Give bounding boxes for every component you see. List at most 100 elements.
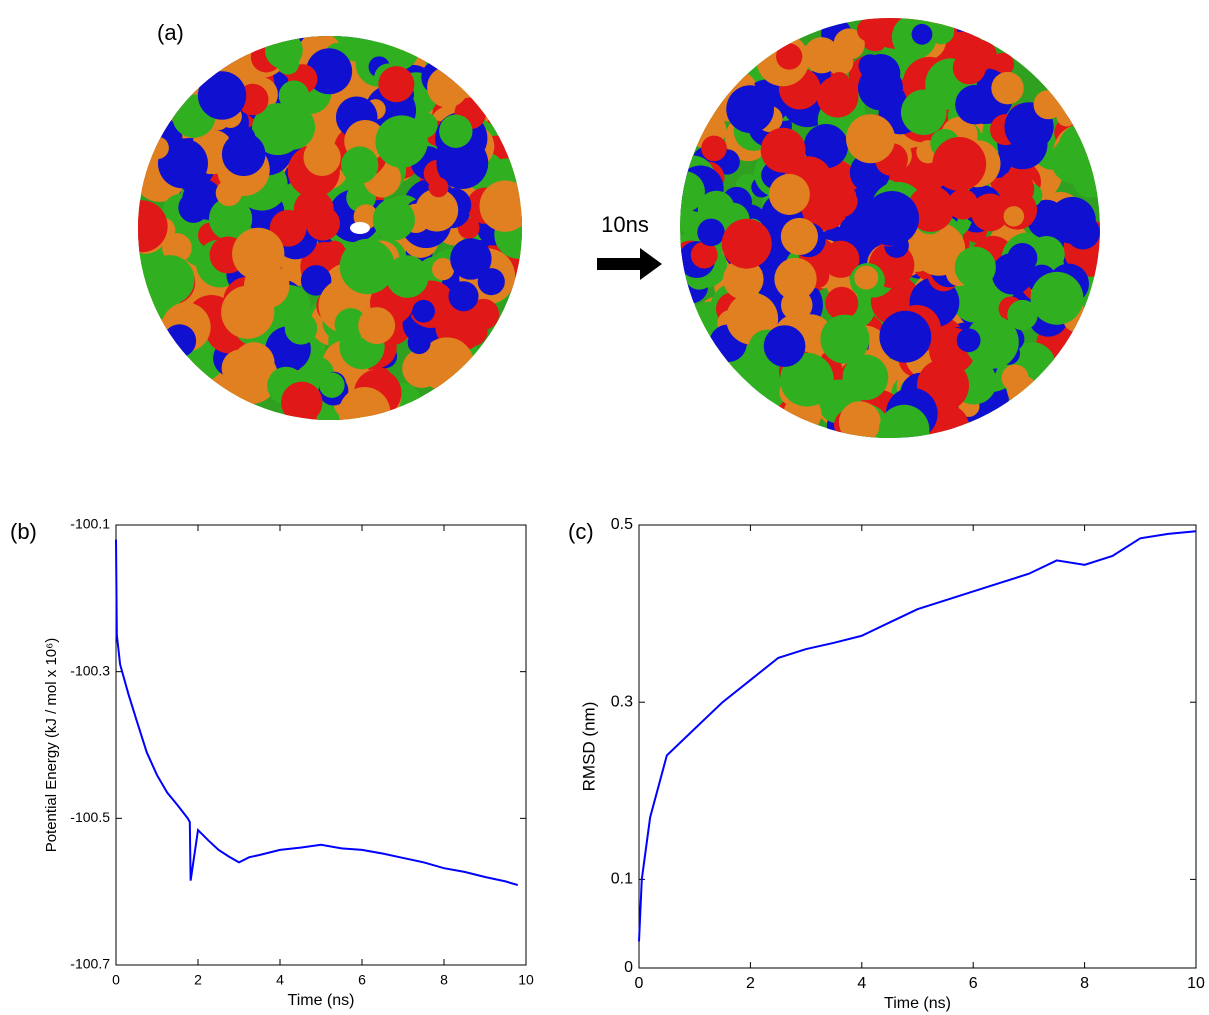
capsid-blob xyxy=(760,127,806,173)
x-tick-label: 6 xyxy=(969,975,978,992)
x-tick-label: 0 xyxy=(112,972,120,988)
capsid-blob xyxy=(432,258,455,281)
capsid-blob xyxy=(780,217,819,256)
capsid-blob xyxy=(427,66,469,108)
capsid-blob xyxy=(278,80,310,111)
capsid-blob xyxy=(776,43,803,70)
x-axis-label: Time (ns) xyxy=(288,992,355,1009)
capsid-blob xyxy=(334,308,368,341)
capsid-blob xyxy=(701,135,727,162)
capsid-blob xyxy=(407,331,431,355)
capsid-blob xyxy=(1048,196,1096,244)
capsid-blob xyxy=(436,137,489,190)
capsid-blob xyxy=(911,23,933,45)
capsid-blob xyxy=(779,352,834,407)
capsid-blob xyxy=(1028,236,1065,273)
capsid-pore xyxy=(350,222,370,234)
capsid-blob xyxy=(372,198,415,241)
capsid-blob xyxy=(305,206,340,241)
capsid-blob xyxy=(954,246,996,288)
data-line xyxy=(638,530,1197,942)
capsid-blob xyxy=(284,312,318,345)
capsid-blob xyxy=(281,381,323,420)
capsid-blob xyxy=(879,310,932,363)
capsid-blob xyxy=(838,401,881,438)
capsid-blob xyxy=(825,286,859,320)
capsid-blob xyxy=(450,238,492,280)
capsid-blob xyxy=(491,190,518,218)
y-tick-label: 0.5 xyxy=(611,516,633,533)
y-tick-label: -100.3 xyxy=(70,662,110,678)
capsid-blob xyxy=(854,265,879,290)
capsid-blob xyxy=(833,28,865,60)
capsid-blob xyxy=(1007,299,1038,331)
panel-label: (c) xyxy=(568,519,594,544)
x-tick-label: 8 xyxy=(1080,975,1089,992)
capsid-blob xyxy=(412,299,435,323)
capsid-blob xyxy=(378,66,415,103)
capsid-blob xyxy=(938,365,959,386)
capsid-blob xyxy=(273,218,296,240)
capsid-blob xyxy=(839,215,869,246)
y-tick-label: -100.5 xyxy=(70,809,110,825)
capsid-blob xyxy=(816,75,859,118)
capsid-blob xyxy=(197,71,247,120)
panel-label: (a) xyxy=(157,20,184,45)
capsid-blob xyxy=(721,218,772,269)
capsid-blob xyxy=(803,123,849,169)
capsid-blob xyxy=(300,265,332,296)
capsid-blob xyxy=(861,54,901,94)
capsid-blob xyxy=(269,104,316,150)
capsid-blob xyxy=(774,257,817,301)
capsid-blob xyxy=(448,281,479,312)
capsid-blob xyxy=(386,255,429,298)
capsid-blob xyxy=(208,197,253,241)
capsid-blob xyxy=(697,218,725,247)
capsid-blob xyxy=(181,165,202,186)
y-tick-label: 0 xyxy=(624,959,633,976)
capsid-blob xyxy=(221,132,266,177)
capsid-blob xyxy=(215,179,242,207)
capsid-blob xyxy=(900,89,947,135)
capsid-blob xyxy=(313,52,340,79)
capsid-blob xyxy=(803,37,840,74)
y-tick-label: -100.7 xyxy=(70,956,110,972)
capsid-blob xyxy=(842,354,889,401)
x-tick-label: 4 xyxy=(276,972,284,988)
capsid-blob xyxy=(811,173,843,205)
arrow xyxy=(597,248,662,280)
capsid-blob xyxy=(375,115,428,168)
capsid-blob xyxy=(965,315,1019,369)
y-axis-label: Potential Energy (kJ / mol x 10⁶) xyxy=(43,638,60,853)
x-tick-label: 2 xyxy=(194,972,202,988)
x-tick-label: 0 xyxy=(635,975,644,992)
capsid-blob xyxy=(864,191,920,246)
y-tick-label: 0.1 xyxy=(611,871,633,888)
capsid-blob xyxy=(820,314,870,364)
capsid-blob xyxy=(323,240,346,263)
capsid-blob xyxy=(413,352,448,387)
capsid-blob xyxy=(428,177,449,198)
capsid-blob xyxy=(339,238,395,295)
panel-label: (b) xyxy=(10,519,37,544)
x-tick-label: 2 xyxy=(746,975,755,992)
capsid-blob xyxy=(932,137,987,191)
capsid-blob xyxy=(727,304,757,334)
x-tick-label: 10 xyxy=(518,972,534,988)
capsid-blob xyxy=(341,146,379,184)
capsid-blob xyxy=(221,285,275,339)
capsid-blob xyxy=(468,298,500,330)
capsid-blob xyxy=(319,372,345,398)
capsid-blob xyxy=(338,387,391,420)
capsid-blob xyxy=(1007,242,1038,273)
capsid-blob xyxy=(163,324,197,358)
capsid-blob xyxy=(991,71,1024,105)
y-tick-label: 0.3 xyxy=(611,693,633,710)
capsid-blob xyxy=(690,241,718,269)
capsid-blob xyxy=(723,258,764,300)
capsid-blob xyxy=(878,404,930,438)
capsid-blob xyxy=(1001,364,1029,392)
capsid-before xyxy=(138,36,522,420)
capsid-blob xyxy=(146,136,169,160)
